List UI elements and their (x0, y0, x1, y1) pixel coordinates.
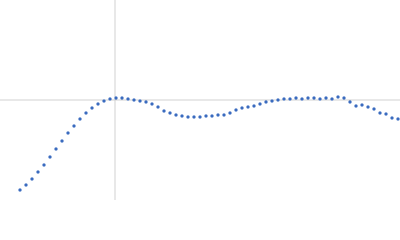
point (276, 98, 280, 102)
point (132, 98, 136, 102)
point (252, 104, 256, 108)
point (126, 97, 130, 101)
point (300, 97, 304, 101)
point (96, 102, 100, 106)
point (378, 111, 382, 115)
point (270, 99, 274, 103)
point (66, 131, 70, 135)
point (258, 102, 262, 106)
point (390, 116, 394, 120)
point (120, 96, 124, 100)
point (342, 96, 346, 100)
point (264, 100, 268, 104)
point (162, 109, 166, 113)
point (54, 147, 58, 151)
point (216, 113, 220, 117)
point (294, 96, 298, 100)
point (150, 102, 154, 106)
point (108, 97, 112, 101)
point (36, 170, 40, 174)
point (372, 107, 376, 111)
point (366, 105, 370, 109)
point (60, 139, 64, 143)
point (42, 163, 46, 167)
point (180, 114, 184, 118)
point (234, 108, 238, 112)
point (240, 106, 244, 110)
point (144, 100, 148, 104)
point (312, 96, 316, 100)
page: (() => { const data = JSON.parse(documen… (0, 0, 400, 200)
point (282, 97, 286, 101)
point (318, 97, 322, 101)
point (348, 100, 352, 104)
point (360, 103, 364, 107)
point (156, 105, 160, 109)
point (78, 117, 82, 121)
point (288, 97, 292, 101)
point (72, 124, 76, 128)
point (306, 96, 310, 100)
point (396, 117, 400, 121)
point (324, 96, 328, 100)
point (114, 96, 118, 100)
point (168, 111, 172, 115)
point (210, 114, 214, 118)
point (30, 177, 34, 181)
point (90, 106, 94, 110)
point (84, 111, 88, 115)
point (246, 105, 250, 109)
point (354, 104, 358, 108)
point (198, 115, 202, 119)
chart (0, 0, 400, 200)
point (18, 188, 22, 192)
point (174, 113, 178, 117)
point (204, 114, 208, 118)
point (192, 115, 196, 119)
point (102, 99, 106, 103)
point (48, 155, 52, 159)
point (186, 115, 190, 119)
point (138, 99, 142, 103)
point (330, 97, 334, 101)
point (228, 111, 232, 115)
point (384, 112, 388, 116)
point (222, 113, 226, 117)
point (336, 95, 340, 99)
point (24, 183, 28, 187)
